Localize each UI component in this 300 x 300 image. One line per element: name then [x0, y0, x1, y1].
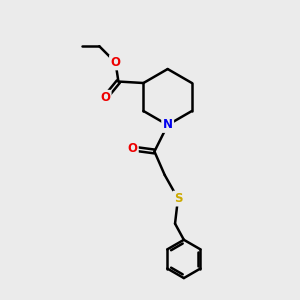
Text: S: S: [174, 192, 182, 205]
Text: O: O: [100, 91, 110, 104]
Text: O: O: [110, 56, 121, 69]
Text: O: O: [127, 142, 137, 155]
Text: N: N: [163, 118, 173, 131]
